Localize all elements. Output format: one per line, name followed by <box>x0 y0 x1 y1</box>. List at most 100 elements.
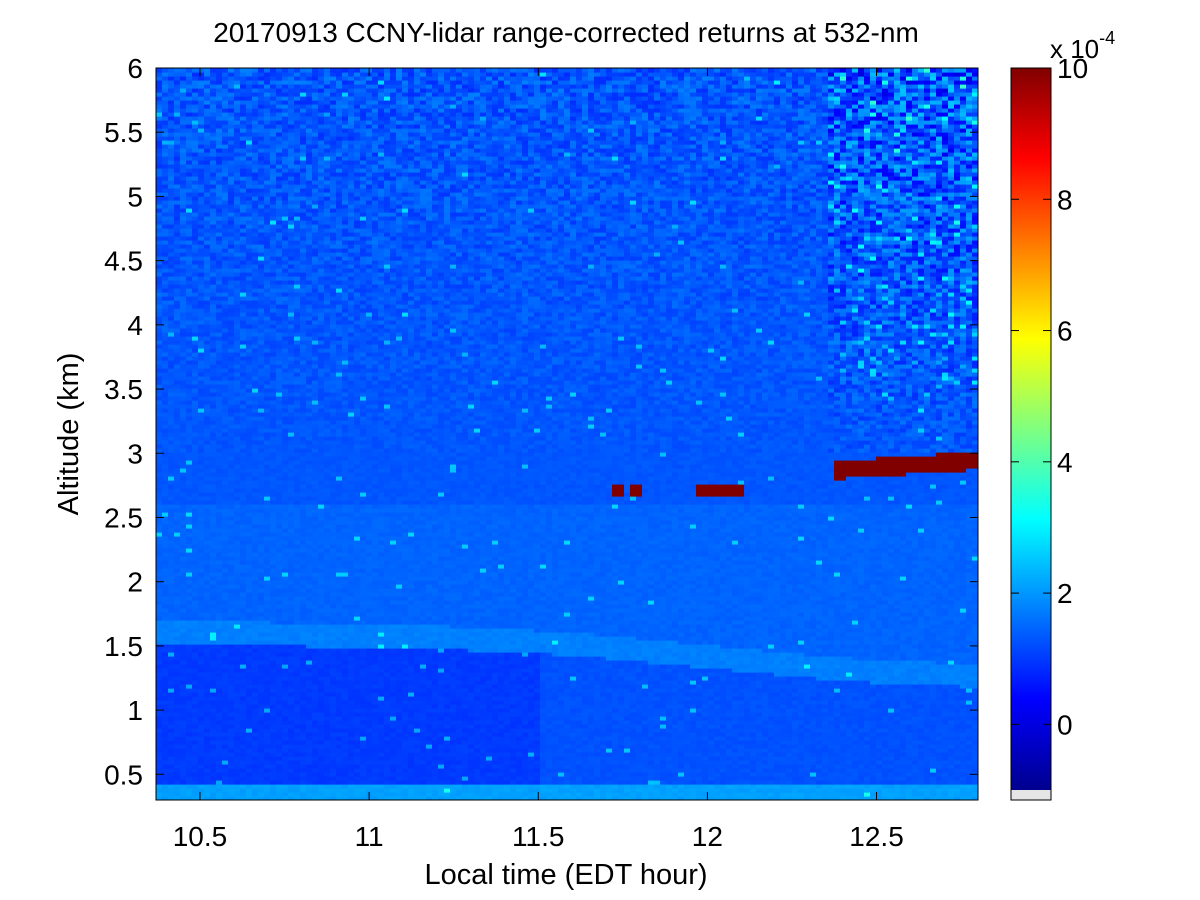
heatmap-cell <box>300 680 307 685</box>
heatmap-cell <box>186 84 193 89</box>
heatmap-cell <box>228 560 235 565</box>
heatmap-cell <box>204 104 211 109</box>
heatmap-cell <box>234 756 241 761</box>
heatmap-cell <box>252 188 259 193</box>
heatmap-cell <box>204 376 211 381</box>
heatmap-cell <box>234 540 241 545</box>
heatmap-cell <box>216 216 223 221</box>
heatmap-cell <box>270 428 277 433</box>
heatmap-cell <box>216 356 223 361</box>
heatmap-cell <box>288 224 295 229</box>
heatmap-cell <box>270 744 277 749</box>
heatmap-cell <box>258 772 265 777</box>
heatmap-cell <box>312 376 319 381</box>
heatmap-cell <box>288 524 295 529</box>
heatmap-cell <box>276 84 283 89</box>
heatmap-cell <box>306 432 313 437</box>
heatmap-cell <box>312 132 319 137</box>
heatmap-cell <box>252 608 259 613</box>
heatmap-cell <box>282 248 289 253</box>
heatmap-cell <box>288 420 295 425</box>
heatmap-cell <box>210 428 217 433</box>
heatmap-cell <box>168 108 175 113</box>
heatmap-cell <box>174 472 181 477</box>
heatmap-cell <box>258 788 265 793</box>
heatmap-cell <box>168 564 175 569</box>
heatmap-cell <box>186 728 193 733</box>
heatmap-cell <box>186 408 193 413</box>
heatmap-cell <box>186 308 193 313</box>
heatmap-cell <box>168 620 175 625</box>
heatmap-cell <box>306 624 313 629</box>
heatmap-cell <box>312 712 319 717</box>
heatmap-cell <box>300 76 307 81</box>
heatmap-cell <box>228 360 235 365</box>
heatmap-cell <box>240 312 247 317</box>
heatmap-cell <box>264 568 271 573</box>
heatmap-cell <box>210 116 217 121</box>
heatmap-cell <box>204 316 211 321</box>
heatmap-cell <box>192 580 199 585</box>
heatmap-cell <box>270 476 277 481</box>
heatmap-cell <box>258 276 265 281</box>
heatmap-cell <box>222 232 229 237</box>
heatmap-cell <box>156 112 163 117</box>
heatmap-cell <box>270 392 277 397</box>
heatmap-cell <box>198 524 205 529</box>
heatmap-cell <box>228 304 235 309</box>
heatmap-cell <box>270 104 277 109</box>
heatmap-cell <box>288 204 295 209</box>
heatmap-cell <box>240 208 247 213</box>
heatmap-cell <box>306 604 313 609</box>
heatmap-cell <box>240 736 247 741</box>
heatmap-cell <box>312 512 319 517</box>
heatmap-cell <box>288 564 295 569</box>
heatmap-cell <box>156 140 163 145</box>
heatmap-cell <box>192 244 199 249</box>
heatmap-cell <box>168 168 175 173</box>
heatmap-cell <box>288 320 295 325</box>
heatmap-cell <box>252 160 259 165</box>
heatmap-cell <box>222 436 229 441</box>
heatmap-cell <box>192 408 199 413</box>
heatmap-cell <box>258 72 265 77</box>
heatmap-cell <box>162 756 169 761</box>
heatmap-cell <box>210 272 217 277</box>
heatmap-cell <box>162 456 169 461</box>
heatmap-cell <box>192 568 199 573</box>
heatmap-cell <box>270 672 277 677</box>
heatmap-cell <box>216 420 223 425</box>
heatmap-cell <box>282 100 289 105</box>
heatmap-cell <box>180 512 187 517</box>
heatmap-cell <box>198 556 205 561</box>
heatmap-cell <box>276 572 283 577</box>
heatmap-cell <box>258 632 265 637</box>
heatmap-cell <box>210 748 217 753</box>
heatmap-cell <box>246 704 253 709</box>
heatmap-cell <box>204 680 211 685</box>
heatmap-cell <box>258 496 265 501</box>
heatmap-cell <box>312 592 319 597</box>
heatmap-cell <box>228 600 235 605</box>
heatmap-cell <box>186 252 193 257</box>
heatmap-cell <box>216 668 223 673</box>
heatmap-cell <box>174 404 181 409</box>
heatmap-cell <box>174 764 181 769</box>
heatmap-cell <box>288 604 295 609</box>
heatmap-cell <box>156 600 163 605</box>
heatmap-cell <box>204 248 211 253</box>
heatmap-cell <box>276 772 283 777</box>
heatmap-cell <box>222 156 229 161</box>
heatmap-cell <box>258 472 265 477</box>
heatmap-cell <box>300 664 307 669</box>
heatmap-cell <box>198 760 205 765</box>
heatmap-cell <box>288 568 295 573</box>
heatmap-cell <box>264 244 271 249</box>
heatmap-cell <box>210 276 217 281</box>
heatmap-cell <box>222 768 229 773</box>
heatmap-cell <box>294 296 301 301</box>
heatmap-cell <box>156 628 163 633</box>
heatmap-cell <box>318 724 325 729</box>
heatmap-cell <box>234 592 241 597</box>
